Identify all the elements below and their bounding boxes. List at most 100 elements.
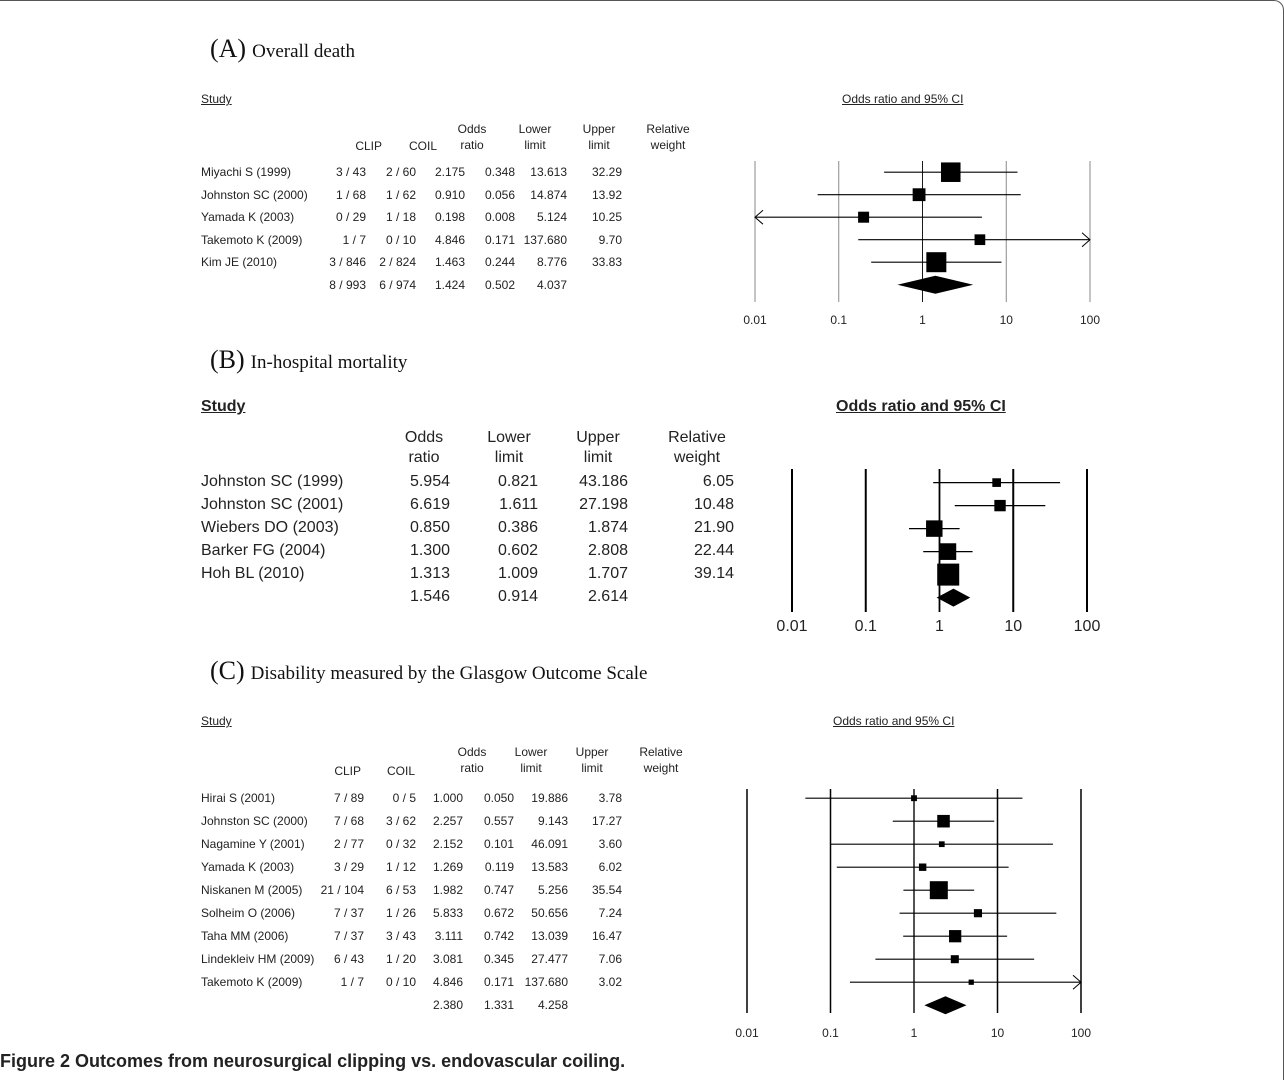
study-box xyxy=(937,814,950,828)
cell-upper: 137.680 xyxy=(523,232,567,247)
column-header: COIL xyxy=(386,764,415,778)
ci-arrow-left xyxy=(754,209,764,225)
cell-or: 0.198 xyxy=(434,210,465,224)
study-name: Taha MM (2006) xyxy=(201,929,289,943)
cell-upper: 5.256 xyxy=(537,883,568,897)
study-box xyxy=(912,188,926,202)
study-name: Barker FG (2004) xyxy=(201,542,326,559)
study-name: Hoh BL (2010) xyxy=(201,565,305,582)
ci-arrow-right xyxy=(1081,232,1091,248)
forest-plot-b: 0.01 0.1 1 10 100 xyxy=(776,469,1100,635)
cell-or: 3.081 xyxy=(432,952,463,966)
cell-lower: 0.386 xyxy=(497,519,538,536)
study-header: Study xyxy=(201,714,232,728)
cell-or: 1.269 xyxy=(432,860,463,874)
column-header: Odds ratio xyxy=(457,122,487,152)
cell-lower: 1.611 xyxy=(499,496,538,513)
study-header: Study xyxy=(201,398,246,415)
cell-clip: 0 / 29 xyxy=(335,210,366,224)
study-name: Johnston SC (2000) xyxy=(201,814,308,828)
cell-weight: 39.14 xyxy=(693,565,734,582)
cell-weight: 3.78 xyxy=(598,791,622,805)
x-tick-label: 0.01 xyxy=(776,618,807,635)
forest-plot-c: 0.01 0.1 1 10 100 xyxy=(735,789,1091,1040)
pooled-diamond xyxy=(924,996,967,1015)
x-tick-label: 100 xyxy=(1080,313,1100,327)
cell-upper: 1.874 xyxy=(587,519,628,536)
study-name: Wiebers DO (2003) xyxy=(201,519,339,536)
study-name: Johnston SC (1999) xyxy=(201,473,344,490)
study-name: Kim JE (2010) xyxy=(201,255,278,269)
cell-clip: 21 / 104 xyxy=(320,883,364,897)
cell-clip: 1 / 7 xyxy=(342,232,366,247)
study-box xyxy=(938,841,945,848)
cell-lower: 0.008 xyxy=(484,210,515,224)
cell-coil: 2 / 824 xyxy=(379,255,416,269)
cell-weight: 10.25 xyxy=(591,210,622,224)
column-header: Upper limit xyxy=(575,745,609,775)
study-name: Johnston SC (2000) xyxy=(201,187,308,202)
x-tick-label: 0.1 xyxy=(822,1026,839,1040)
pooled-lower: 1.331 xyxy=(483,998,514,1012)
column-header: CLIP xyxy=(334,764,361,778)
panel-title-text: Disability measured by the Glasgow Outco… xyxy=(250,663,648,684)
study-box xyxy=(911,795,917,802)
cell-lower: 0.672 xyxy=(483,906,514,920)
panel-title-text: Overall death xyxy=(252,41,355,62)
study-header: Study xyxy=(201,92,232,106)
cell-or: 3.111 xyxy=(434,929,463,943)
cell-lower: 0.821 xyxy=(497,473,538,490)
figure-caption: Figure 2 Outcomes from neurosurgical cli… xyxy=(0,1051,625,1072)
pooled-diamond xyxy=(936,588,971,607)
plot-header: Odds ratio and 95% CI xyxy=(833,714,955,728)
cell-or: 1.300 xyxy=(409,542,450,559)
x-tick-label: 10 xyxy=(1004,618,1022,635)
cell-clip: 7 / 37 xyxy=(333,929,364,943)
cell-coil: 1 / 26 xyxy=(385,906,416,920)
pooled-upper: 4.037 xyxy=(536,277,567,292)
cell-or: 0.850 xyxy=(409,519,450,536)
cell-or: 5.954 xyxy=(409,473,450,490)
cell-coil: 0 / 10 xyxy=(385,232,416,247)
cell-lower: 0.244 xyxy=(484,255,515,269)
study-box xyxy=(994,499,1006,512)
cell-upper: 27.198 xyxy=(579,496,628,513)
cell-upper: 46.091 xyxy=(531,837,568,851)
cell-clip: 3 / 29 xyxy=(333,860,364,874)
study-box xyxy=(937,563,960,586)
study-name: Hirai S (2001) xyxy=(201,791,276,805)
cell-upper: 1.707 xyxy=(587,565,628,582)
study-name: Lindekleiv HM (2009) xyxy=(201,952,315,966)
cell-lower: 0.348 xyxy=(484,165,515,179)
study-box xyxy=(940,162,961,182)
cell-or: 1.463 xyxy=(434,255,465,269)
study-box xyxy=(968,979,974,985)
study-name: Johnston SC (2001) xyxy=(201,496,344,513)
cell-clip: 3 / 43 xyxy=(335,165,366,179)
cell-or: 1.982 xyxy=(432,883,463,897)
cell-or: 2.152 xyxy=(432,837,463,851)
x-tick-label: 1 xyxy=(911,1026,918,1040)
cell-weight: 22.44 xyxy=(693,542,734,559)
cell-upper: 137.680 xyxy=(524,975,568,989)
pooled-lower: 0.914 xyxy=(497,588,538,605)
cell-upper: 2.808 xyxy=(587,542,628,559)
ci-arrow-right xyxy=(1072,974,1082,990)
cell-lower: 0.602 xyxy=(497,542,538,559)
cell-coil: 3 / 43 xyxy=(385,929,416,943)
forest-plot-a: 0.01 0.1 1 10 100 xyxy=(743,161,1100,327)
study-box xyxy=(939,543,957,560)
x-tick-label: 10 xyxy=(991,1026,1005,1040)
cell-or: 0.910 xyxy=(434,187,465,202)
cell-weight: 33.83 xyxy=(591,255,622,269)
plot-header: Odds ratio and 95% CI xyxy=(842,92,964,106)
panel-title: (A) Overall death xyxy=(210,34,355,64)
x-tick-label: 0.01 xyxy=(743,313,767,327)
x-tick-label: 0.01 xyxy=(735,1026,759,1040)
cell-or: 4.846 xyxy=(434,232,465,247)
cell-coil: 0 / 10 xyxy=(385,975,416,989)
column-header: Relative weight xyxy=(668,429,726,466)
cell-weight: 10.48 xyxy=(693,496,734,513)
cell-or: 2.257 xyxy=(432,814,463,828)
study-name: Solheim O (2006) xyxy=(201,906,296,920)
